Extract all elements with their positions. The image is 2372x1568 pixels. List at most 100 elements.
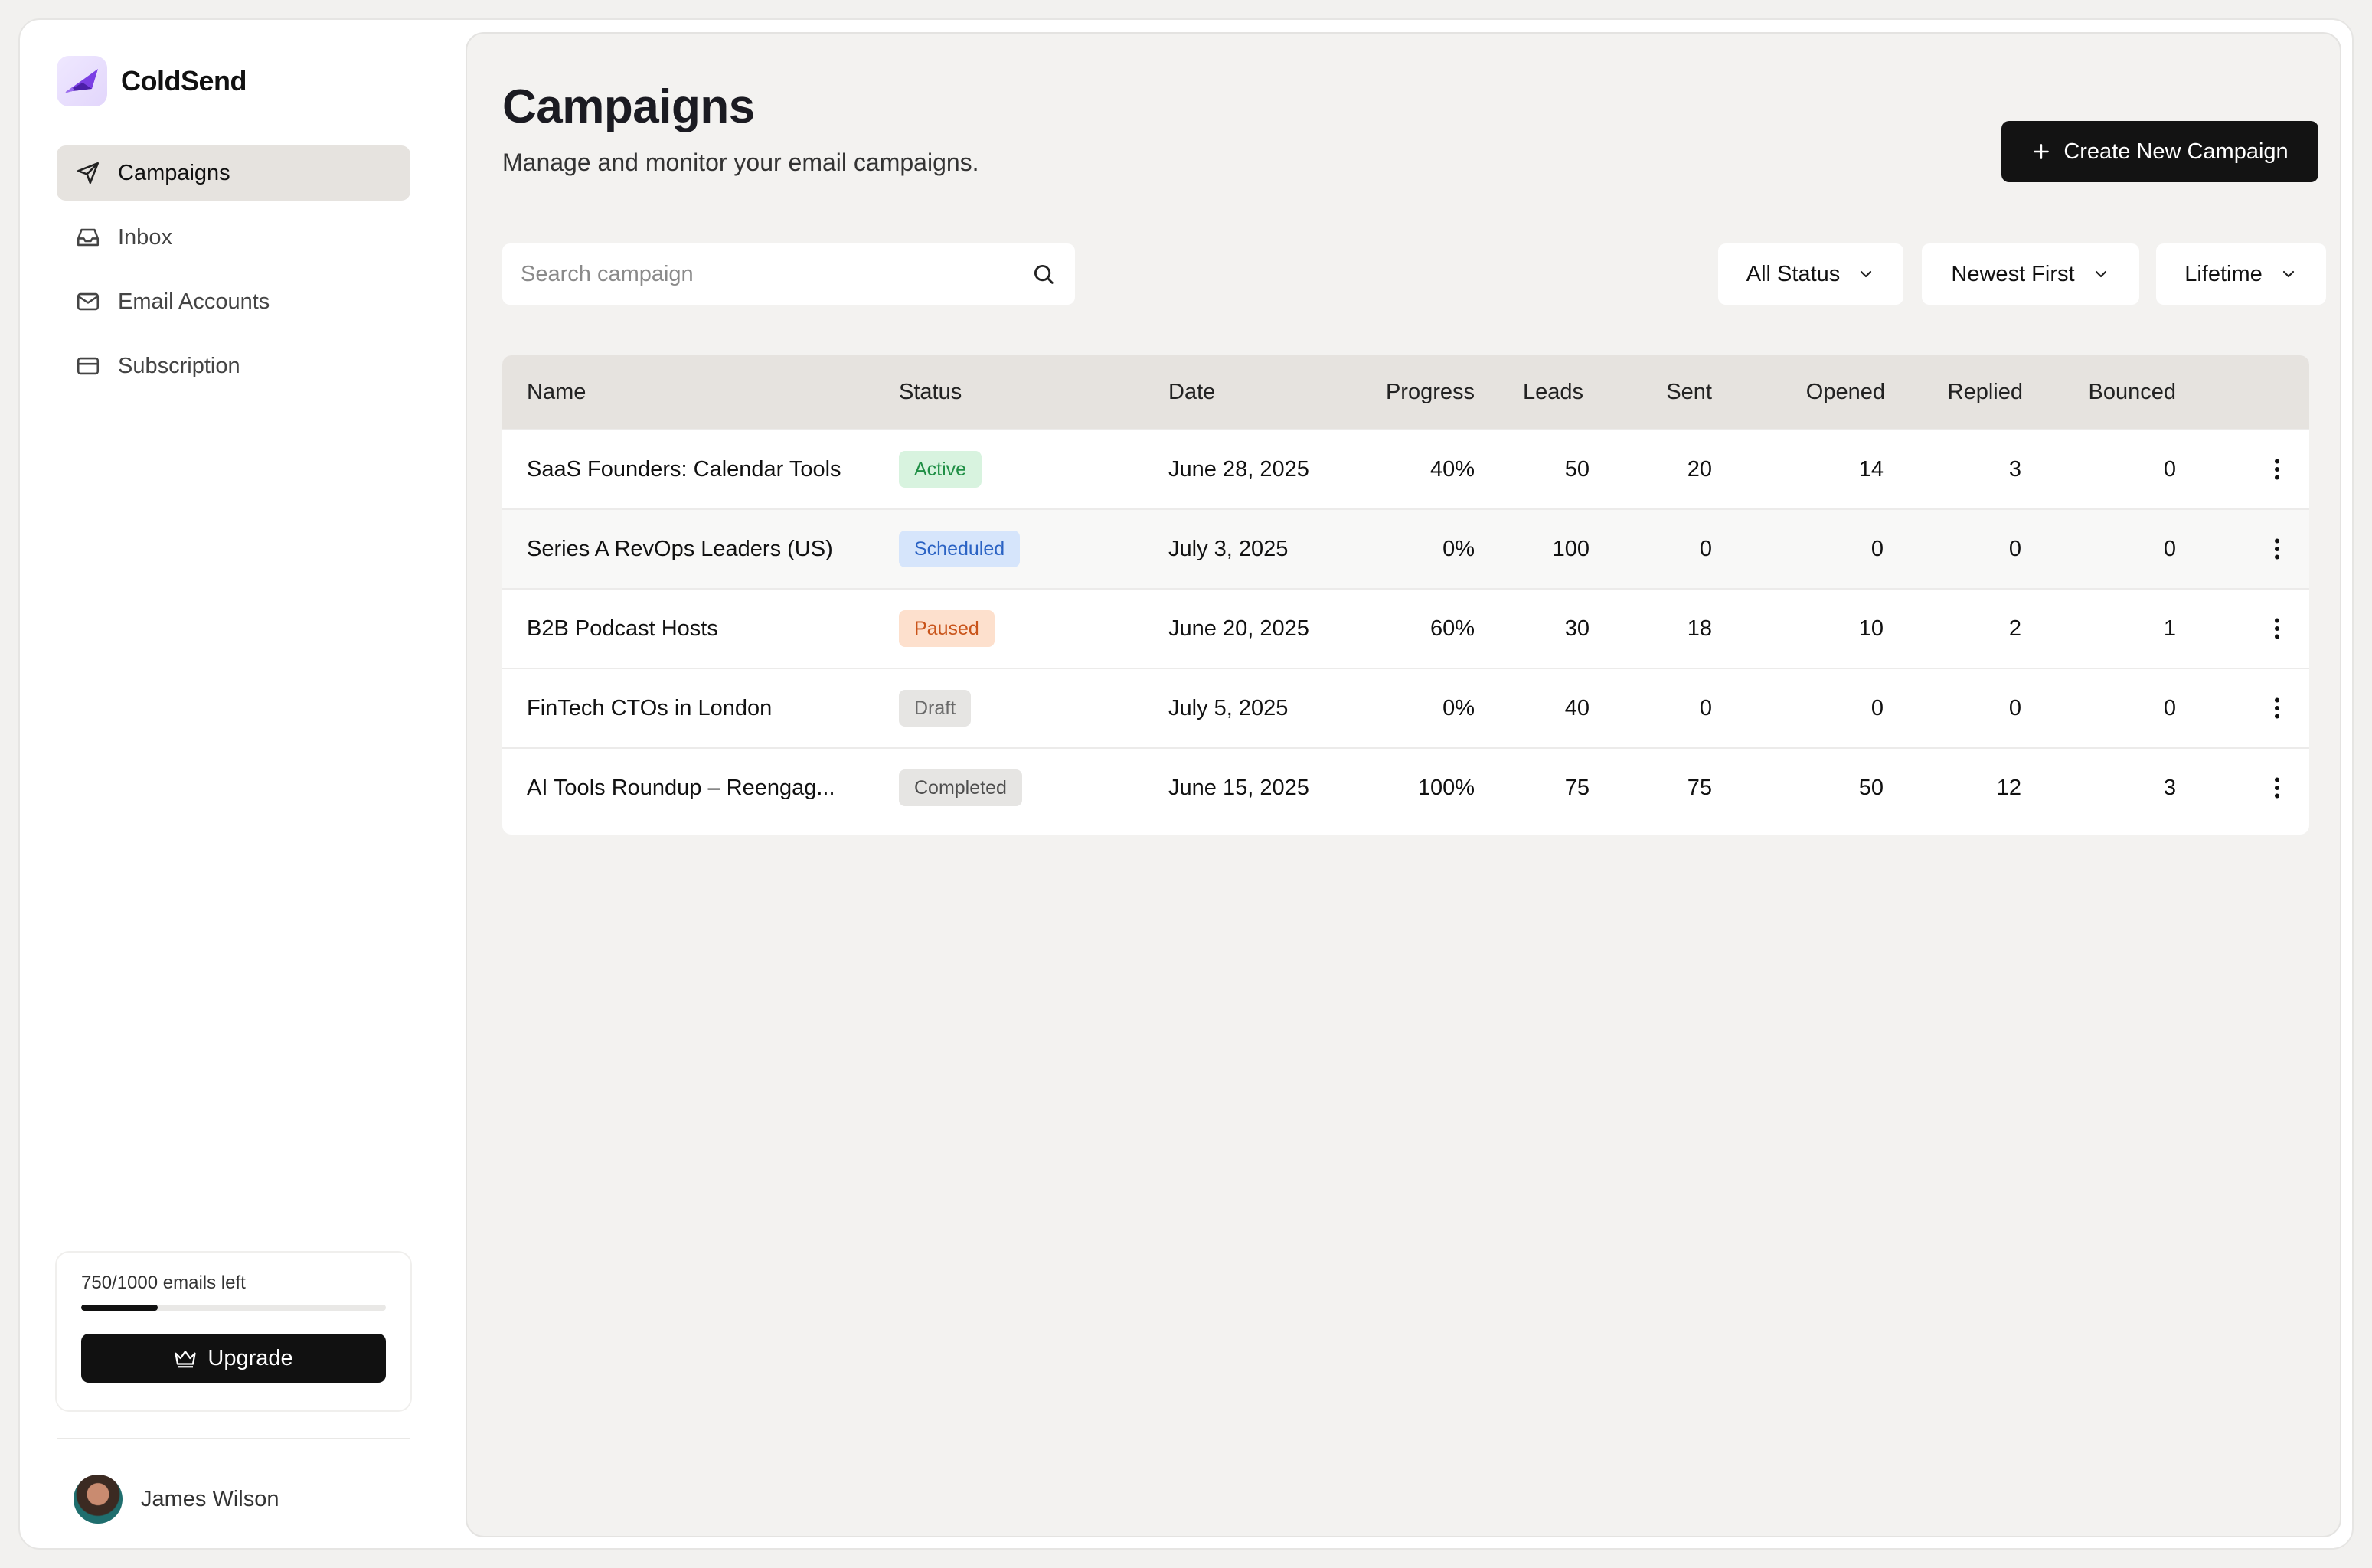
campaign-opened: 14 — [1858, 456, 1884, 482]
more-vertical-icon — [2275, 777, 2279, 799]
credit-card-icon — [77, 357, 100, 375]
campaign-sent: 0 — [1699, 695, 1712, 720]
campaign-progress: 40% — [1429, 456, 1475, 482]
search-box — [502, 243, 1075, 305]
create-campaign-label: Create New Campaign — [2063, 139, 2289, 164]
app-window: ColdSend Campaigns Inbox Email Accounts … — [18, 18, 2354, 1550]
search-icon[interactable] — [1031, 261, 1057, 287]
table-row[interactable]: B2B Podcast Hosts Paused June 20, 2025 6… — [502, 588, 2309, 668]
campaign-name[interactable]: FinTech CTOs in London — [527, 695, 773, 720]
campaign-name[interactable]: AI Tools Roundup – Reengag... — [527, 775, 835, 800]
sidebar-item-campaigns[interactable]: Campaigns — [57, 145, 410, 201]
row-menu-button[interactable] — [2272, 749, 2282, 827]
campaign-progress: 60% — [1429, 616, 1475, 641]
campaign-sent: 75 — [1687, 775, 1712, 800]
chevron-down-icon — [2282, 270, 2294, 278]
user-name: James Wilson — [141, 1486, 279, 1511]
column-header-leads[interactable]: Leads — [1522, 379, 1583, 404]
campaign-leads: 30 — [1564, 616, 1590, 641]
column-header-progress[interactable]: Progress — [1385, 379, 1475, 404]
page-subtitle: Manage and monitor your email campaigns. — [502, 149, 979, 176]
campaign-sent: 18 — [1687, 616, 1712, 641]
time-range-value: Lifetime — [2184, 261, 2263, 286]
table-row[interactable]: AI Tools Roundup – Reengag... Completed … — [502, 747, 2309, 827]
sort-dropdown[interactable]: Newest First — [1922, 243, 2139, 305]
status-cell: Active — [899, 430, 982, 508]
sidebar-item-subscription[interactable]: Subscription — [57, 338, 410, 394]
campaign-opened: 50 — [1858, 775, 1884, 800]
campaign-name[interactable]: Series A RevOps Leaders (US) — [527, 536, 833, 561]
more-vertical-icon — [2275, 538, 2279, 560]
brand[interactable]: ColdSend — [57, 51, 247, 112]
status-badge: Paused — [899, 610, 995, 647]
campaign-date: June 28, 2025 — [1168, 456, 1309, 482]
column-header-bounced[interactable]: Bounced — [2088, 379, 2177, 404]
upgrade-label: Upgrade — [207, 1345, 293, 1370]
sidebar-item-label: Email Accounts — [118, 289, 270, 314]
column-header-opened[interactable]: Opened — [1805, 379, 1885, 404]
more-vertical-icon — [2275, 618, 2279, 639]
inbox-icon — [77, 228, 100, 247]
usage-card: 750/1000 emails left Upgrade — [57, 1253, 410, 1410]
sidebar-divider — [57, 1438, 410, 1439]
column-header-sent[interactable]: Sent — [1666, 379, 1712, 404]
campaign-bounced: 0 — [2163, 536, 2176, 561]
sidebar-item-inbox[interactable]: Inbox — [57, 210, 410, 265]
campaign-date: July 3, 2025 — [1168, 536, 1289, 561]
usage-progress-bar — [81, 1305, 386, 1311]
status-badge: Active — [899, 451, 982, 488]
campaign-date: June 20, 2025 — [1168, 616, 1309, 641]
campaigns-table: Name Status Date Progress Leads Sent Ope… — [502, 355, 2309, 835]
chevron-down-icon — [2095, 270, 2106, 278]
crown-icon — [175, 1351, 196, 1368]
sort-value: Newest First — [1951, 261, 2075, 286]
column-header-date[interactable]: Date — [1168, 379, 1216, 404]
sidebar-item-label: Inbox — [118, 224, 172, 250]
campaign-name[interactable]: SaaS Founders: Calendar Tools — [527, 456, 841, 482]
row-menu-button[interactable] — [2272, 590, 2282, 668]
sidebar-nav: Campaigns Inbox Email Accounts Subscript… — [57, 145, 410, 403]
campaign-bounced: 3 — [2163, 775, 2176, 800]
table-row[interactable]: FinTech CTOs in London Draft July 5, 202… — [502, 668, 2309, 747]
status-cell: Draft — [899, 669, 972, 747]
column-header-replied[interactable]: Replied — [1947, 379, 2023, 404]
page-title: Campaigns — [502, 80, 755, 133]
status-filter-value: All Status — [1746, 261, 1841, 286]
search-input[interactable] — [521, 261, 1031, 287]
campaign-opened: 0 — [1870, 695, 1884, 720]
mail-icon — [77, 292, 100, 311]
table-row[interactable]: SaaS Founders: Calendar Tools Active Jun… — [502, 429, 2309, 508]
campaign-date: June 15, 2025 — [1168, 775, 1309, 800]
campaign-replied: 0 — [2008, 695, 2021, 720]
column-header-name[interactable]: Name — [527, 379, 586, 404]
upgrade-button[interactable]: Upgrade — [81, 1334, 386, 1383]
sidebar-item-email-accounts[interactable]: Email Accounts — [57, 274, 410, 329]
campaign-sent: 20 — [1687, 456, 1712, 482]
campaign-progress: 0% — [1442, 536, 1475, 561]
sidebar: ColdSend Campaigns Inbox Email Accounts … — [20, 20, 464, 1548]
campaign-date: July 5, 2025 — [1168, 695, 1289, 720]
row-menu-button[interactable] — [2272, 669, 2282, 747]
campaign-name[interactable]: B2B Podcast Hosts — [527, 616, 718, 641]
sidebar-item-label: Subscription — [118, 353, 240, 378]
status-filter-dropdown[interactable]: All Status — [1718, 243, 1903, 305]
status-badge: Completed — [899, 769, 1022, 806]
time-range-dropdown[interactable]: Lifetime — [2156, 243, 2326, 305]
create-campaign-button[interactable]: Create New Campaign — [2001, 121, 2318, 182]
table-header: Name Status Date Progress Leads Sent Ope… — [502, 355, 2309, 429]
column-header-status[interactable]: Status — [899, 379, 962, 404]
main-panel: Campaigns Manage and monitor your email … — [466, 32, 2341, 1537]
row-menu-button[interactable] — [2272, 430, 2282, 508]
campaign-bounced: 0 — [2163, 456, 2176, 482]
row-menu-button[interactable] — [2272, 510, 2282, 588]
campaign-leads: 40 — [1564, 695, 1590, 720]
brand-name: ColdSend — [121, 65, 247, 96]
campaign-replied: 0 — [2008, 536, 2021, 561]
campaign-bounced: 1 — [2163, 616, 2176, 641]
table-row[interactable]: Series A RevOps Leaders (US) Scheduled J… — [502, 508, 2309, 588]
send-icon — [77, 162, 100, 185]
more-vertical-icon — [2275, 697, 2279, 719]
campaign-leads: 100 — [1552, 536, 1590, 561]
campaign-leads: 50 — [1564, 456, 1590, 482]
user-profile[interactable]: James Wilson — [74, 1475, 279, 1524]
